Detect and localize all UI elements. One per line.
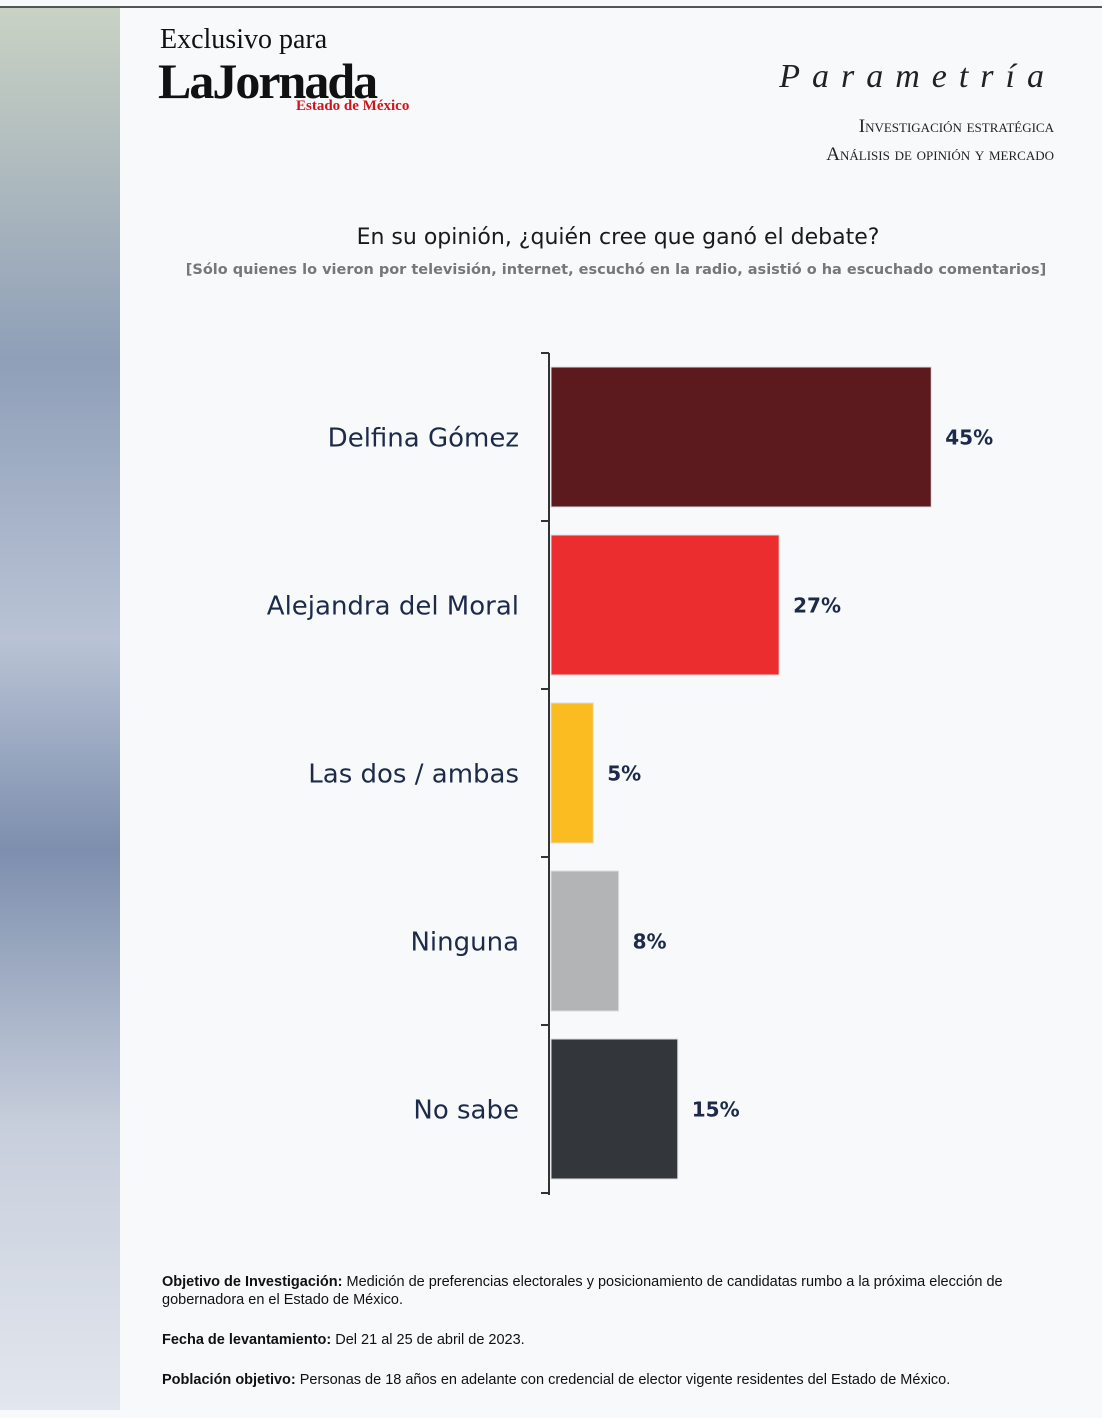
bar	[550, 702, 594, 844]
tagline: Análisis de opinión y mercado	[826, 144, 1054, 165]
footer-text: Personas de 18 años en adelante con cred…	[299, 1372, 951, 1388]
value-label: 5%	[607, 762, 641, 786]
category-label: Alejandra del Moral	[267, 592, 519, 622]
decorative-strip	[0, 8, 120, 1410]
value-label: 15%	[692, 1098, 740, 1122]
footer-label: Objetivo de Investigación:	[162, 1274, 343, 1290]
footer-note: Fecha de levantamiento: Del 21 al 25 de …	[162, 1331, 1082, 1349]
brand-region: Estado de México	[296, 98, 410, 114]
footer-label: Fecha de levantamiento:	[162, 1332, 332, 1348]
category-label: Las dos / ambas	[308, 760, 519, 790]
value-label: 45%	[945, 426, 993, 450]
exclusive-label: Exclusivo para	[160, 24, 328, 55]
top-rule	[0, 6, 1102, 8]
bar	[550, 534, 780, 676]
footer-note: Población objetivo: Personas de 18 años …	[162, 1371, 1082, 1389]
chart: En su opinión, ¿quién cree que ganó el d…	[186, 225, 1046, 1195]
footer-text: Del 21 al 25 de abril de 2023.	[335, 1332, 525, 1348]
brand: LaJornada	[158, 53, 378, 109]
value-label: 27%	[793, 594, 841, 618]
category-label: No sabe	[413, 1096, 519, 1126]
bar	[550, 870, 620, 1012]
footer-label: Población objetivo:	[162, 1372, 296, 1388]
category-label: Ninguna	[410, 928, 519, 958]
tagline: Investigación estratégica	[858, 116, 1054, 137]
bar	[550, 1038, 679, 1180]
category-label: Delfina Gómez	[328, 424, 519, 454]
value-label: 8%	[633, 930, 667, 954]
footer-text: Medición de preferencias electorales y p…	[162, 1274, 1003, 1308]
chart-subtitle: [Sólo quienes lo vieron por televisión, …	[186, 262, 1046, 278]
pollster: Parametría	[779, 58, 1056, 95]
bar	[550, 366, 932, 508]
footer-note: Objetivo de Investigación: Medición de p…	[162, 1273, 1082, 1309]
chart-title: En su opinión, ¿quién cree que ganó el d…	[357, 225, 880, 250]
